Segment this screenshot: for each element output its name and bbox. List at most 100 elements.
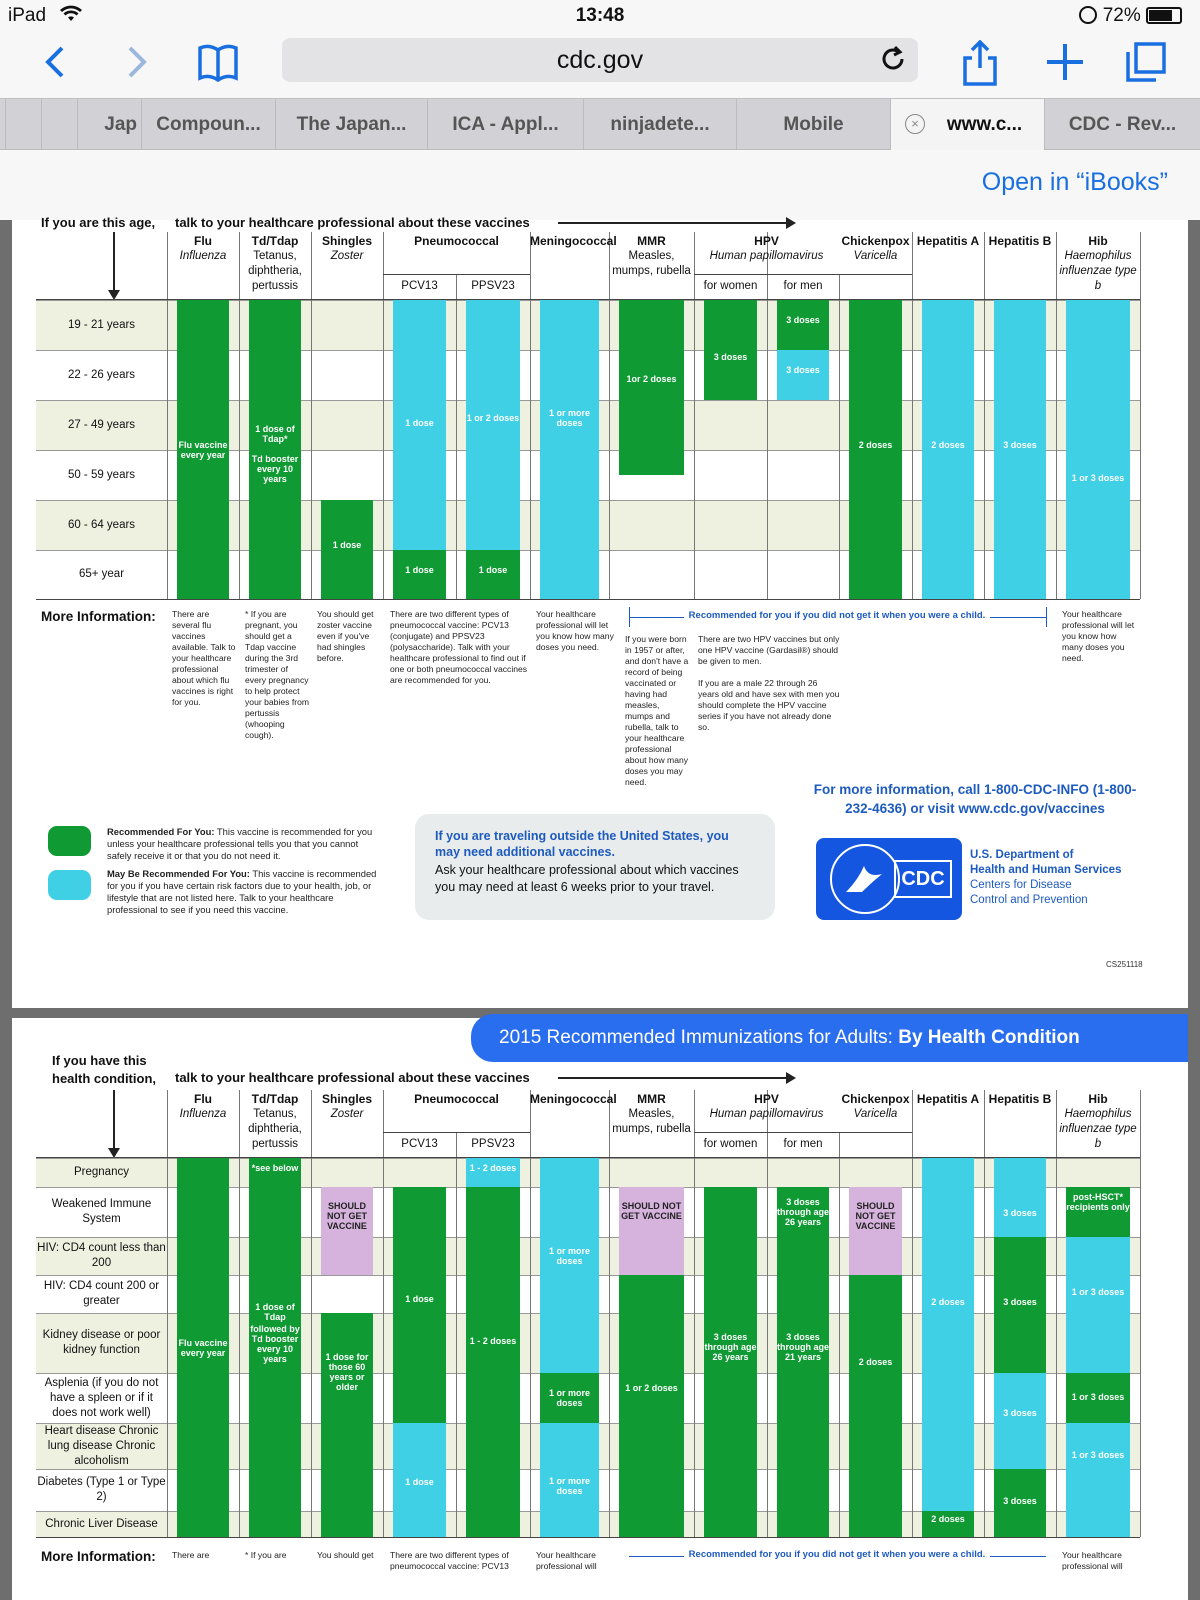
back-button[interactable] bbox=[42, 40, 68, 92]
dose-label: 1 or more doses bbox=[548, 1246, 590, 1266]
subcolumn-hpv_women: for women bbox=[703, 280, 758, 292]
column-header-flu: Flu Influenza bbox=[167, 1092, 239, 1122]
legend-maybe-swatch bbox=[48, 870, 91, 900]
column-header-chickenpox: Chickenpox Varicella bbox=[839, 1092, 912, 1122]
tab-7-active[interactable]: × www.c... bbox=[890, 99, 1044, 150]
condition-header-left: If you have this health condition, bbox=[52, 1053, 156, 1086]
close-tab-icon[interactable]: × bbox=[905, 114, 925, 134]
dose-label: 3 doses bbox=[1003, 1297, 1037, 1307]
info-mening: Your healthcare professional will let yo… bbox=[536, 609, 614, 652]
schedule-bar bbox=[393, 300, 446, 550]
address-bar[interactable]: cdc.gov bbox=[282, 38, 918, 82]
dose-label: 3 doses bbox=[786, 365, 820, 375]
subhead-line bbox=[383, 1132, 530, 1133]
schedule-bar bbox=[922, 300, 974, 599]
column-subtitle: Haemophilus influenzae type b bbox=[1059, 1108, 1137, 1150]
column-subtitle: Human papillomavirus bbox=[709, 1108, 824, 1120]
dose-label: Flu vaccine every year bbox=[178, 439, 228, 460]
dose-label: followed by Td booster every 10 years bbox=[250, 1324, 300, 1364]
tab-6[interactable]: Mobile bbox=[736, 99, 890, 150]
schedule-bar bbox=[619, 300, 684, 475]
row-label-text: Kidney disease or poor kidney function bbox=[42, 1329, 161, 1356]
down-arrowhead bbox=[108, 290, 120, 300]
schedule-bar bbox=[777, 350, 829, 400]
row-label: Weakened Immune System bbox=[36, 1187, 167, 1237]
column-header-hepatitis-a: Hepatitis A bbox=[912, 1092, 984, 1107]
column-header-shingles: Shingles Zoster bbox=[311, 234, 383, 264]
share-button[interactable] bbox=[962, 39, 998, 94]
hhs-seal-icon bbox=[830, 844, 900, 914]
dose-label: Td booster every 10 years bbox=[251, 454, 299, 484]
travel-text: Ask your healthcare professional about w… bbox=[435, 863, 739, 894]
legend-maybe-text: This vaccine is recommended for you if y… bbox=[107, 868, 377, 915]
child-note-tick-left bbox=[629, 607, 630, 627]
column-divider bbox=[912, 232, 913, 599]
column-header-hib: Hib Haemophilus influenzae type b bbox=[1056, 1092, 1140, 1152]
down-arrow bbox=[113, 1090, 115, 1150]
schedule-bar bbox=[777, 1187, 829, 1537]
info-mening-2: Your healthcare professional will bbox=[536, 1550, 597, 1571]
dose-label: 1 - 2 doses bbox=[469, 1336, 517, 1346]
schedule-bar bbox=[994, 1158, 1046, 1237]
schedule-bar bbox=[922, 1158, 974, 1511]
column-divider bbox=[167, 232, 168, 599]
dose-label: 1or 2 doses bbox=[626, 374, 677, 384]
browser-toolbar: cdc.gov bbox=[0, 34, 1200, 98]
open-in-ibooks-button[interactable]: Open in “iBooks” bbox=[981, 168, 1168, 196]
column-header-hepatitis-a: Hepatitis A bbox=[912, 234, 984, 249]
column-header-td-tdap: Td/Tdap Tetanus, diphtheria, pertussis bbox=[239, 1092, 311, 1152]
column-subtitle: Human papillomavirus bbox=[709, 250, 824, 262]
tab-label: The Japan... bbox=[296, 114, 407, 135]
row-label: Chronic Liver Disease bbox=[36, 1511, 167, 1537]
tabs-overview-button[interactable] bbox=[1124, 40, 1168, 92]
new-tab-button[interactable] bbox=[1046, 40, 1084, 92]
forward-button[interactable] bbox=[124, 40, 150, 92]
dose-label: 3 doses bbox=[1003, 1208, 1037, 1218]
tab-5[interactable]: ninjadete... bbox=[583, 99, 736, 150]
eagle-icon bbox=[844, 860, 884, 894]
schedule-bar bbox=[849, 300, 902, 599]
schedule-bar bbox=[1066, 1373, 1130, 1423]
column-divider bbox=[1056, 232, 1057, 599]
column-name: HPV bbox=[754, 234, 779, 248]
row-label: Pregnancy bbox=[36, 1158, 167, 1187]
dose-label: 3 doses through age 26 years bbox=[704, 1332, 757, 1362]
column-divider bbox=[383, 232, 384, 599]
dose-label: 1 dose bbox=[478, 564, 508, 575]
subcolumn-hpv_men: for men bbox=[783, 280, 823, 292]
column-subtitle: Varicella bbox=[853, 250, 898, 262]
tab-4[interactable]: ICA - Appl... bbox=[427, 99, 583, 150]
reload-icon[interactable] bbox=[878, 44, 908, 88]
schedule-bar bbox=[994, 1469, 1046, 1537]
column-divider bbox=[456, 1132, 457, 1537]
schedule-bar bbox=[249, 300, 301, 599]
tab-2[interactable]: Compoun... bbox=[141, 99, 275, 150]
dose-label: 3 doses bbox=[1003, 1408, 1037, 1418]
subcolumn-ppsv23: PPSV23 bbox=[471, 280, 515, 292]
schedule-bar bbox=[619, 1187, 684, 1275]
column-header-shingles: Shingles Zoster bbox=[311, 1092, 383, 1122]
column-divider bbox=[694, 232, 695, 599]
tab-1[interactable]: Jap bbox=[77, 99, 141, 150]
schedule-bar bbox=[922, 1511, 974, 1537]
row-label-text: Chronic Liver Disease bbox=[45, 1517, 158, 1530]
dose-label: 1 or 3 doses bbox=[1071, 1392, 1125, 1402]
tab-pinned-2[interactable] bbox=[41, 99, 77, 150]
wifi-icon bbox=[60, 5, 82, 29]
column-name: Hib bbox=[1088, 234, 1108, 248]
tab-3[interactable]: The Japan... bbox=[275, 99, 427, 150]
column-subtitle: Influenza bbox=[179, 1108, 227, 1120]
bookmarks-button[interactable] bbox=[196, 40, 240, 92]
schedule-bar bbox=[393, 1423, 446, 1537]
condition-banner: 2015 Recommended Immunizations for Adult… bbox=[471, 1014, 1188, 1062]
legend-maybe-title: May Be Recommended For You: bbox=[107, 868, 250, 879]
tab-8[interactable]: CDC - Rev... bbox=[1044, 99, 1200, 150]
tab-pinned-1[interactable] bbox=[5, 99, 41, 150]
child-note-2: Recommended for you if you did not get i… bbox=[684, 1549, 990, 1560]
clock: 13:48 bbox=[575, 5, 625, 26]
url-text: cdc.gov bbox=[556, 46, 644, 74]
dose-label: 3 doses bbox=[713, 352, 748, 362]
column-name: Hepatitis B bbox=[988, 234, 1052, 248]
dose-label: 1 dose bbox=[405, 564, 434, 575]
column-divider bbox=[530, 232, 531, 599]
